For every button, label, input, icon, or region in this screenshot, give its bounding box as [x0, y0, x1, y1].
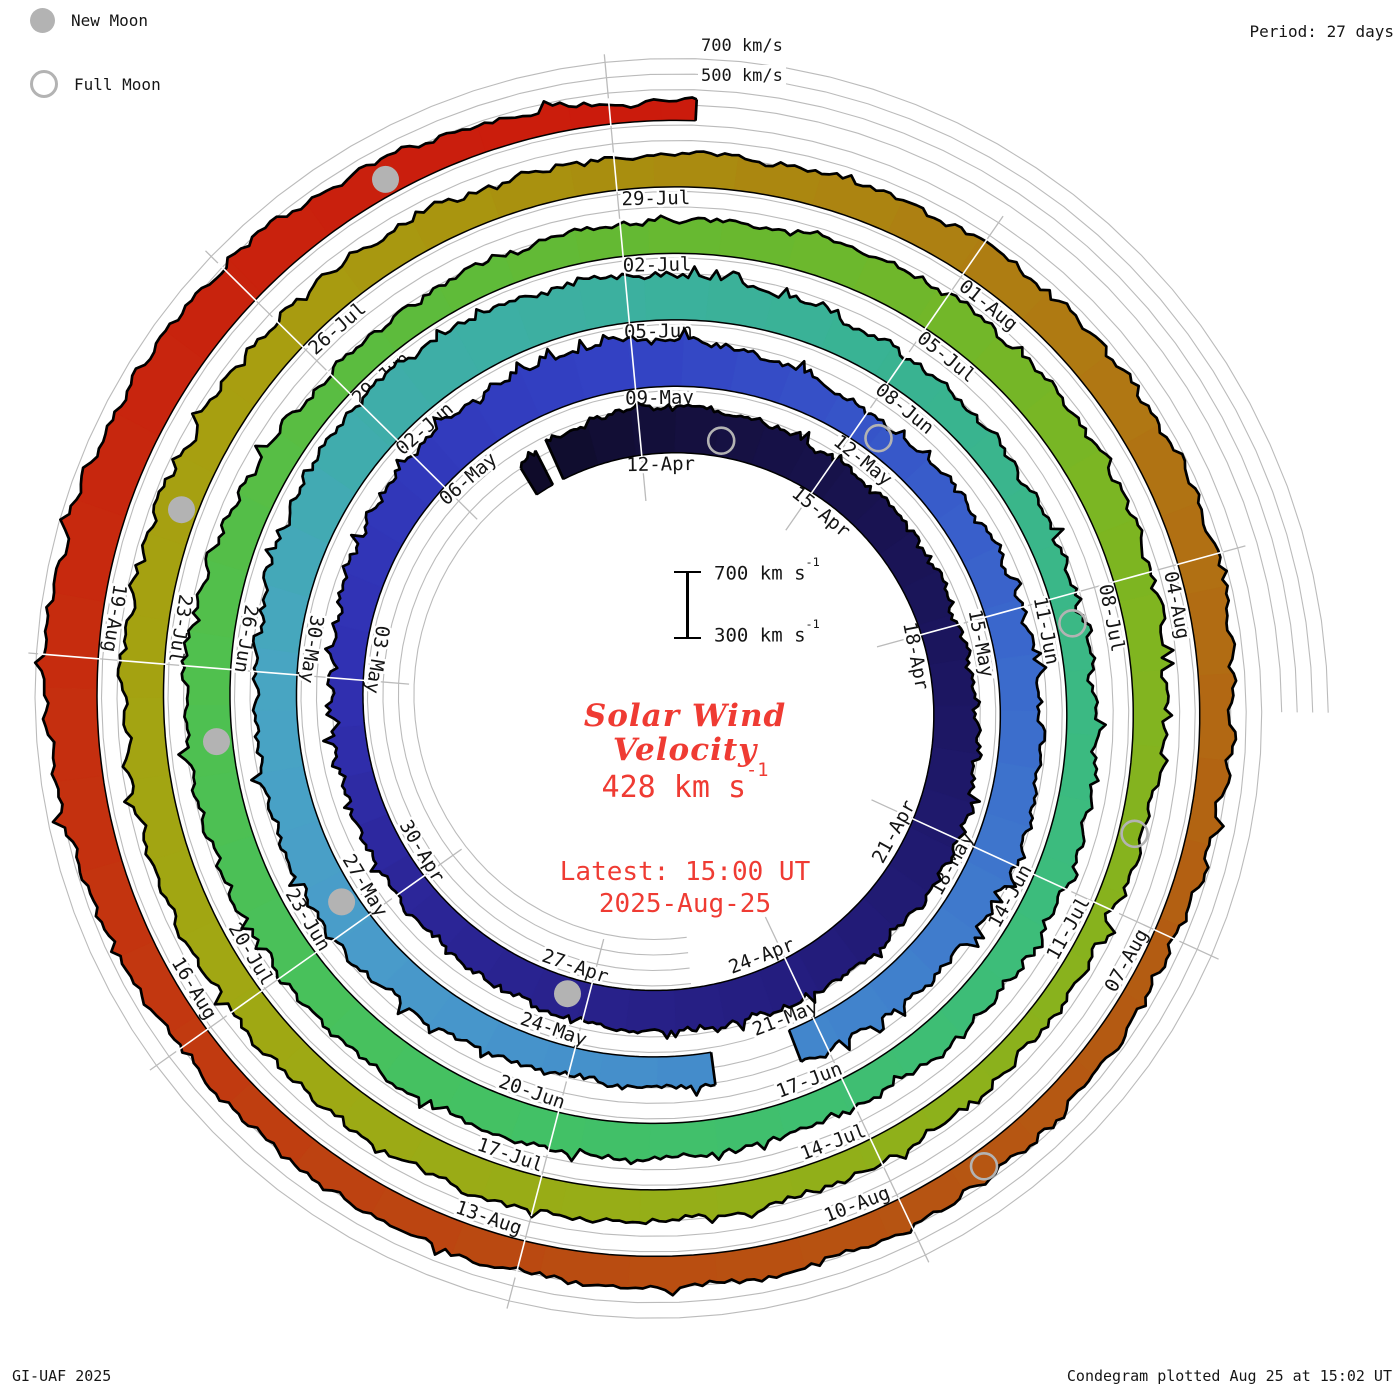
new-moon-marker — [554, 980, 581, 1008]
legend-full-moon: Full Moon — [30, 70, 161, 98]
full-moon-marker — [1120, 819, 1149, 849]
chart-title-line2: Velocity — [612, 732, 758, 768]
full-moon-marker — [1058, 608, 1087, 638]
full-moon-marker — [864, 423, 893, 453]
scale-bar-bottom-label: 300 km s-1 — [714, 616, 820, 647]
full-moon-label: Full Moon — [74, 74, 161, 94]
full-moon-icon — [30, 70, 58, 98]
chart-title: Solar Wind Velocity — [465, 699, 905, 767]
latest-velocity-value: 428 km s-1 — [601, 759, 769, 805]
new-moon-icon — [30, 8, 55, 33]
credit-label: GI-UAF 2025 — [12, 1367, 112, 1385]
new-moon-label: New Moon — [71, 11, 149, 30]
ring-date-label: 29-Jul — [621, 187, 690, 210]
plotted-timestamp-label: Condegram plotted Aug 25 at 15:02 UT — [1066, 1367, 1392, 1385]
velocity-scale-bar — [674, 571, 701, 639]
latest-date-label: 2025-Aug-25 — [598, 889, 772, 919]
scale-bar-top-label: 700 km s-1 — [714, 554, 820, 585]
outer-scale-500-label: 500 km/s — [698, 65, 786, 87]
new-moon-marker — [372, 165, 399, 193]
new-moon-marker — [203, 728, 230, 756]
legend-new-moon: New Moon — [30, 8, 149, 33]
latest-time-label: Latest: 15:00 UT — [559, 857, 811, 887]
full-moon-marker — [706, 426, 736, 456]
new-moon-marker — [328, 888, 356, 916]
outer-scale-700-label: 700 km/s — [698, 35, 786, 57]
period-label: Period: 27 days — [1249, 22, 1394, 41]
chart-title-line1: Solar Wind — [583, 698, 787, 734]
new-moon-marker — [168, 496, 195, 524]
full-moon-marker — [969, 1152, 999, 1181]
